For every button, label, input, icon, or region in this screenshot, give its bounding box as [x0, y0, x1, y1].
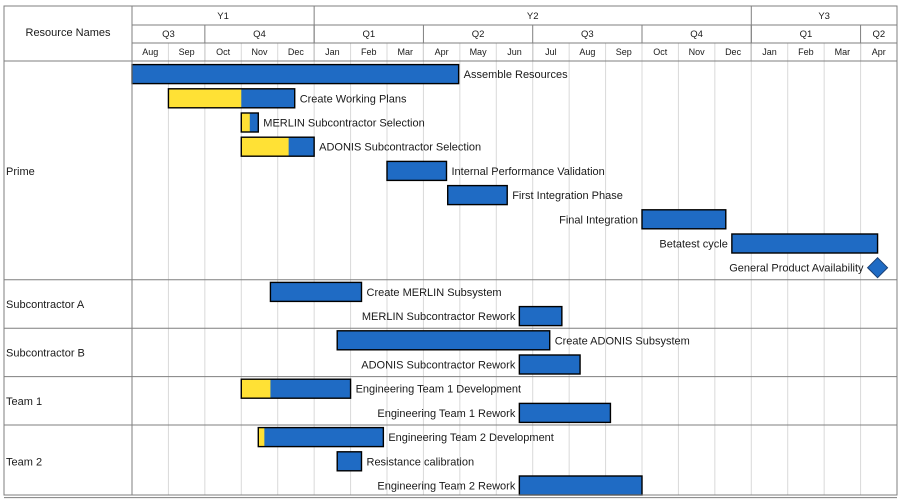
task-label: Create ADONIS Subsystem: [555, 335, 690, 347]
resource-label: Team 1: [6, 396, 42, 408]
task-label: General Product Availability: [729, 263, 864, 275]
task-label: Engineering Team 2 Rework: [377, 481, 515, 493]
month-label: Jan: [325, 47, 340, 57]
task-bar: [258, 427, 384, 447]
task-label: MERLIN Subcontractor Selection: [263, 118, 424, 130]
outer-frame: [3, 5, 898, 496]
task-label: Create Working Plans: [300, 93, 407, 105]
resource-rows: Prime Subcontractor A Subcontractor B Team …: [4, 166, 897, 499]
task-bar: [519, 403, 611, 423]
quarter-label: Q2: [872, 29, 885, 40]
task-label: Engineering Team 1 Rework: [377, 408, 515, 420]
task-bar: [387, 161, 447, 181]
task-bar-outline: [240, 378, 352, 399]
task-bar: [519, 355, 581, 374]
month-label: Aug: [142, 47, 158, 57]
year-label: Y1: [217, 11, 229, 22]
task-bar-outline: [518, 354, 581, 375]
month-label: Oct: [653, 47, 668, 57]
task-bar: [337, 330, 550, 350]
month-label: Jul: [545, 47, 557, 57]
milestone-marker: [866, 256, 889, 279]
month-label: Sep: [616, 47, 632, 57]
task-progress: [258, 427, 265, 447]
month-label: Feb: [798, 47, 814, 57]
task-label: Engineering Team 2 Development: [388, 432, 554, 444]
quarter-label: Q2: [472, 29, 485, 40]
task-bar: [337, 451, 362, 471]
quarter-label: Q4: [253, 29, 266, 40]
task-bar-outline: [518, 402, 612, 424]
quarter-label: Q3: [162, 29, 175, 40]
task-label: Assemble Resources: [464, 69, 568, 81]
task-bar: [132, 64, 459, 84]
task-progress: [168, 88, 242, 108]
resource-column-header: Resource Names: [26, 27, 111, 39]
task-bar-outline: [167, 88, 296, 109]
task-bar-outline: [641, 209, 727, 230]
quarter-label: Q1: [362, 29, 375, 40]
task-label: Engineering Team 1 Development: [356, 384, 522, 396]
month-label: Mar: [397, 47, 413, 57]
task-bar-outline: [386, 160, 448, 182]
resource-label: Prime: [6, 166, 35, 178]
quarter-label: Q1: [800, 29, 813, 40]
task-bar: [519, 476, 642, 495]
task-label: Final Integration: [559, 214, 638, 226]
task-bar-outline: [336, 330, 551, 351]
month-label: Mar: [835, 47, 851, 57]
task-label: MERLIN Subcontractor Rework: [362, 311, 516, 323]
month-label: Aug: [579, 47, 595, 57]
month-label: May: [470, 47, 488, 57]
month-label: Dec: [288, 47, 305, 57]
month-label: Feb: [361, 47, 377, 57]
month-label: Apr: [872, 47, 886, 57]
month-label: Nov: [689, 47, 706, 57]
month-label: Dec: [725, 47, 742, 57]
month-label: Jan: [762, 47, 777, 57]
task-bar-outline: [518, 305, 563, 327]
task-bar-outline: [447, 184, 508, 206]
month-label: Apr: [435, 47, 449, 57]
year-label: Y2: [527, 11, 539, 22]
task-bar-outline: [269, 281, 363, 303]
task-label: Internal Performance Validation: [452, 166, 605, 178]
task-bar: [270, 282, 362, 302]
task-label: Create MERLIN Subsystem: [367, 287, 502, 299]
month-label: Nov: [251, 47, 268, 57]
resource-label: Subcontractor B: [6, 347, 85, 359]
task-bar: [447, 185, 508, 205]
resource-label: Team 2: [6, 456, 42, 468]
task-label: Resistance calibration: [367, 456, 475, 468]
task-label: ADONIS Subcontractor Selection: [319, 142, 481, 154]
task-bar: [642, 209, 726, 229]
task-bar-outline: [240, 112, 259, 133]
task-label: Betatest cycle: [659, 239, 727, 251]
month-label: Jun: [507, 47, 522, 57]
task-label: First Integration Phase: [512, 190, 623, 202]
year-label: Y3: [818, 11, 830, 22]
task-bar-outline: [336, 451, 363, 472]
task-progress: [241, 379, 271, 399]
task-label: ADONIS Subcontractor Rework: [361, 360, 516, 372]
task-bars: Assemble Resources Create Working Plans ME…: [131, 63, 889, 496]
task-bar: [519, 306, 562, 326]
task-bar: [731, 234, 878, 253]
task-progress: [241, 113, 250, 132]
chart-frame: [3, 5, 898, 496]
resource-label: Subcontractor A: [6, 299, 85, 311]
task-bar-outline: [240, 136, 315, 157]
task-bar-outline: [731, 233, 879, 254]
timeline-header: Resource Names Y1 Y2 Y3 Q3 Q4 Q1 Q2 Q3 Q4 Q1 Q2 Aug…: [26, 6, 898, 61]
quarter-label: Q3: [581, 29, 594, 40]
month-label: Oct: [216, 47, 231, 57]
task-progress: [241, 137, 289, 157]
month-label: Sep: [179, 47, 195, 57]
quarter-label: Q4: [690, 29, 703, 40]
task-bar-outline: [257, 426, 385, 448]
